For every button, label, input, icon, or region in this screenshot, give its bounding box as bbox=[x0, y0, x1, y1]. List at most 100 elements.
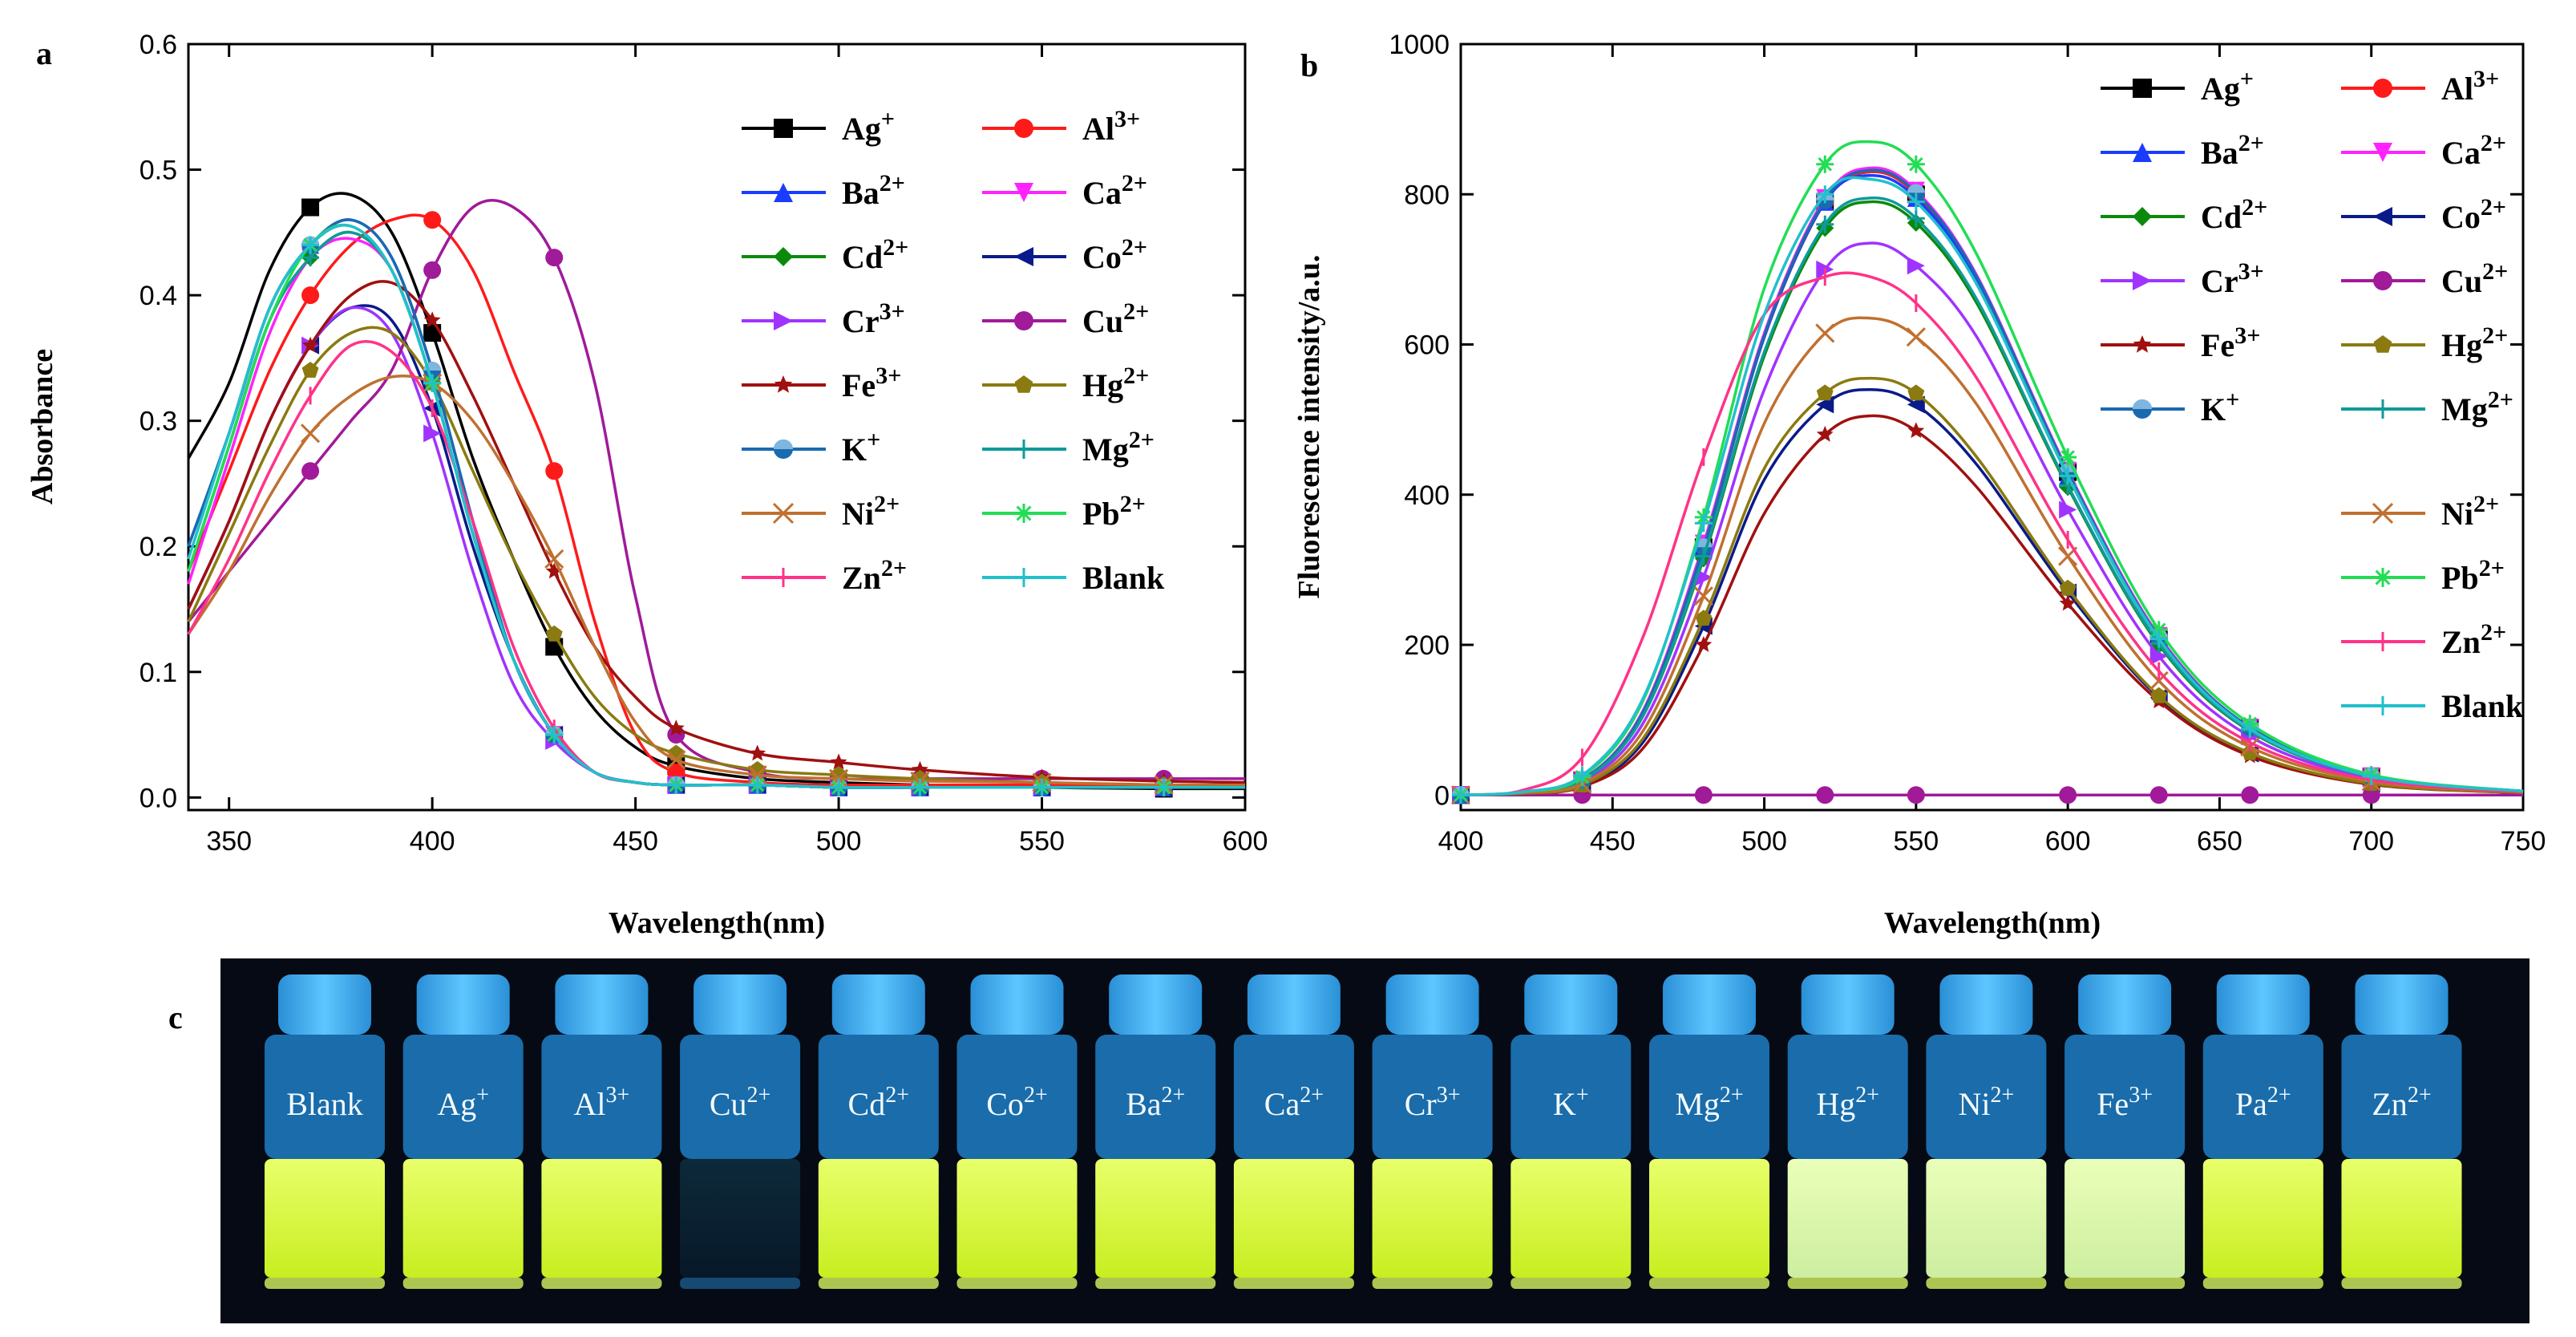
legend-item-a-mg2plus-marker bbox=[1014, 440, 1033, 459]
legend-item-a-pb2plus-label-base: Pb bbox=[1082, 496, 1120, 532]
legend-item-a-hg2plus-label-sup: 2+ bbox=[1123, 363, 1149, 389]
vial-label-sup-mg: 2+ bbox=[1720, 1083, 1744, 1108]
legend-item-b-cr3plus-label: Cr3+ bbox=[2201, 258, 2264, 299]
vial-label-base-zn: Zn bbox=[2372, 1086, 2407, 1122]
vial-label-sup-pa: 2+ bbox=[2267, 1083, 2291, 1108]
vial-label-base-al: Al bbox=[574, 1086, 606, 1122]
legend-item-a-ni2plus-label-sup: 2+ bbox=[874, 491, 900, 517]
point-b-blank-12 bbox=[2241, 719, 2259, 738]
legend-item-b-cu2plus-label-base: Cu bbox=[2441, 263, 2482, 299]
legend-item-a-fe3plus-marker bbox=[774, 375, 793, 393]
vial-base-mg bbox=[1649, 1278, 1769, 1289]
vial-label-k: K+ bbox=[1553, 1083, 1589, 1122]
point-a-ni2plus-9 bbox=[544, 549, 564, 569]
vial-label-sup-zn: 2+ bbox=[2408, 1083, 2432, 1108]
series-line-a-cu2plus bbox=[187, 198, 1245, 781]
vial-blank: Blank bbox=[265, 974, 385, 1289]
vial-co: Co2+ bbox=[956, 974, 1078, 1289]
vial-label-base-k: K bbox=[1553, 1086, 1576, 1122]
legend-item-a-cu2plus-label: Cu2+ bbox=[1082, 298, 1149, 339]
legend-item-b-agplus: Ag+ bbox=[2101, 66, 2254, 107]
vial-label-base-hg: Hg bbox=[1816, 1086, 1855, 1122]
vial-label-base-ni: Ni bbox=[1959, 1086, 1991, 1122]
legend-item-b-cd2plus-label-base: Cd bbox=[2201, 199, 2242, 235]
vial-label-cu: Cu2+ bbox=[710, 1083, 770, 1122]
legend-item-b-al3plus-marker bbox=[2373, 79, 2392, 98]
vial-label-ni: Ni2+ bbox=[1959, 1083, 2015, 1122]
x-tick-label-b-750: 750 bbox=[2501, 826, 2546, 857]
x-tick-label-b-500: 500 bbox=[1741, 826, 1787, 857]
point-a-blank-16 bbox=[1033, 778, 1051, 796]
vial-cd: Cd2+ bbox=[818, 974, 939, 1289]
vial-cap-ag bbox=[416, 974, 510, 1035]
vial-cap-ni bbox=[1939, 974, 2033, 1035]
legend-item-b-blank-label-base: Blank bbox=[2441, 688, 2524, 724]
point-b-pb2plus-10 bbox=[2059, 448, 2077, 466]
legend-item-b-ni2plus-label-base: Ni bbox=[2441, 496, 2473, 532]
vial-glass-k bbox=[1510, 1035, 1632, 1159]
vial-hg: Hg2+ bbox=[1787, 974, 1908, 1289]
legend-item-b-pb2plus-marker bbox=[2373, 568, 2392, 587]
vial-glass-cd bbox=[818, 1035, 939, 1159]
point-b-cu2plus-12 bbox=[2241, 786, 2259, 804]
point-a-blank-15 bbox=[911, 778, 929, 796]
point-a-fe3plus-6 bbox=[423, 311, 441, 328]
x-axis-title-b: Wavelength(nm) bbox=[1884, 906, 2101, 940]
legend-item-b-ca2plus: Ca2+ bbox=[2341, 130, 2506, 171]
legend-item-a-al3plus-label-base: Al bbox=[1082, 111, 1114, 147]
y-tick-label-b-5: 1000 bbox=[1389, 30, 1450, 60]
vial-label-sup-cr: 3+ bbox=[1437, 1083, 1461, 1108]
series-b-ba2plus bbox=[1452, 174, 2524, 804]
vial-cap-al bbox=[555, 974, 649, 1035]
point-a-blank-14 bbox=[830, 778, 848, 796]
vial-label-base-cd: Cd bbox=[848, 1086, 886, 1122]
panel-b-label: b bbox=[1300, 47, 1318, 83]
point-b-fe3plus-6 bbox=[1816, 425, 1834, 442]
legend-item-b-cu2plus-marker bbox=[2373, 271, 2392, 290]
vial-fe: Fe3+ bbox=[2064, 974, 2186, 1289]
legend-item-b-blank: Blank bbox=[2341, 688, 2524, 724]
legend-item-a-kplus-marker bbox=[774, 440, 793, 459]
legend-item-a-fe3plus-label: Fe3+ bbox=[842, 363, 901, 403]
series-line-a-agplus bbox=[187, 192, 1246, 791]
series-a-hg2plus bbox=[187, 326, 1246, 792]
legend-item-b-al3plus: Al3+ bbox=[2341, 66, 2499, 107]
legend-item-a-al3plus-label-sup: 3+ bbox=[1114, 106, 1140, 132]
vial-al: Al3+ bbox=[541, 974, 662, 1289]
vial-ba: Ba2+ bbox=[1095, 974, 1216, 1289]
point-a-blank-13 bbox=[748, 776, 766, 794]
vial-label-ba: Ba2+ bbox=[1126, 1083, 1185, 1122]
point-b-fe3plus-10 bbox=[2059, 594, 2077, 611]
vial-label-sup-k: + bbox=[1576, 1083, 1589, 1108]
legend-item-b-ni2plus-label-sup: 2+ bbox=[2473, 491, 2499, 517]
legend-item-b-mg2plus-marker bbox=[2373, 399, 2392, 419]
legend-item-b-cr3plus: Cr3+ bbox=[2101, 258, 2264, 299]
plot-frame-b bbox=[1459, 43, 2525, 812]
vial-ca: Ca2+ bbox=[1233, 974, 1354, 1289]
vial-label-sup-fe: 3+ bbox=[2129, 1083, 2153, 1108]
point-b-pb2plus-6 bbox=[1816, 155, 1834, 173]
legend-item-b-ba2plus: Ba2+ bbox=[2101, 130, 2264, 171]
legend-item-b-zn2plus: Zn2+ bbox=[2341, 619, 2506, 660]
vial-base-blank bbox=[265, 1278, 385, 1289]
x-tick-label-b-700: 700 bbox=[2348, 826, 2394, 857]
legend-item-a-hg2plus-label: Hg2+ bbox=[1082, 363, 1149, 403]
legend-item-a-cd2plus-label-sup: 2+ bbox=[883, 234, 908, 261]
legend-item-b-zn2plus-label-sup: 2+ bbox=[2481, 619, 2506, 646]
vial-cap-blank bbox=[278, 974, 371, 1035]
legend-item-b-al3plus-label-base: Al bbox=[2441, 71, 2473, 107]
legend-item-a-co2plus-label-base: Co bbox=[1082, 239, 1122, 275]
vial-glass-cu bbox=[680, 1035, 801, 1159]
legend-item-a-co2plus: Co2+ bbox=[982, 234, 1147, 275]
vial-cap-cd bbox=[831, 974, 925, 1035]
legend-item-a-pb2plus-label-sup: 2+ bbox=[1120, 491, 1146, 517]
vial-glass-ba bbox=[1095, 1035, 1216, 1159]
legend-a: Ag+ Al3+Ba2+ Ca2+Cd2+ Co2+Cr3+ Cu2+Fe3+ Hg2+K… bbox=[742, 106, 1165, 596]
legend-item-b-cd2plus-marker bbox=[2133, 207, 2152, 226]
legend-item-b-ba2plus-label: Ba2+ bbox=[2201, 130, 2264, 171]
legend-item-a-hg2plus: Hg2+ bbox=[982, 363, 1149, 403]
x-tick-label-b-450: 450 bbox=[1590, 826, 1636, 857]
vial-base-ba bbox=[1095, 1278, 1216, 1289]
vial-liquid-fe bbox=[2064, 1159, 2186, 1278]
vial-label-sup-co: 2+ bbox=[1024, 1083, 1048, 1108]
